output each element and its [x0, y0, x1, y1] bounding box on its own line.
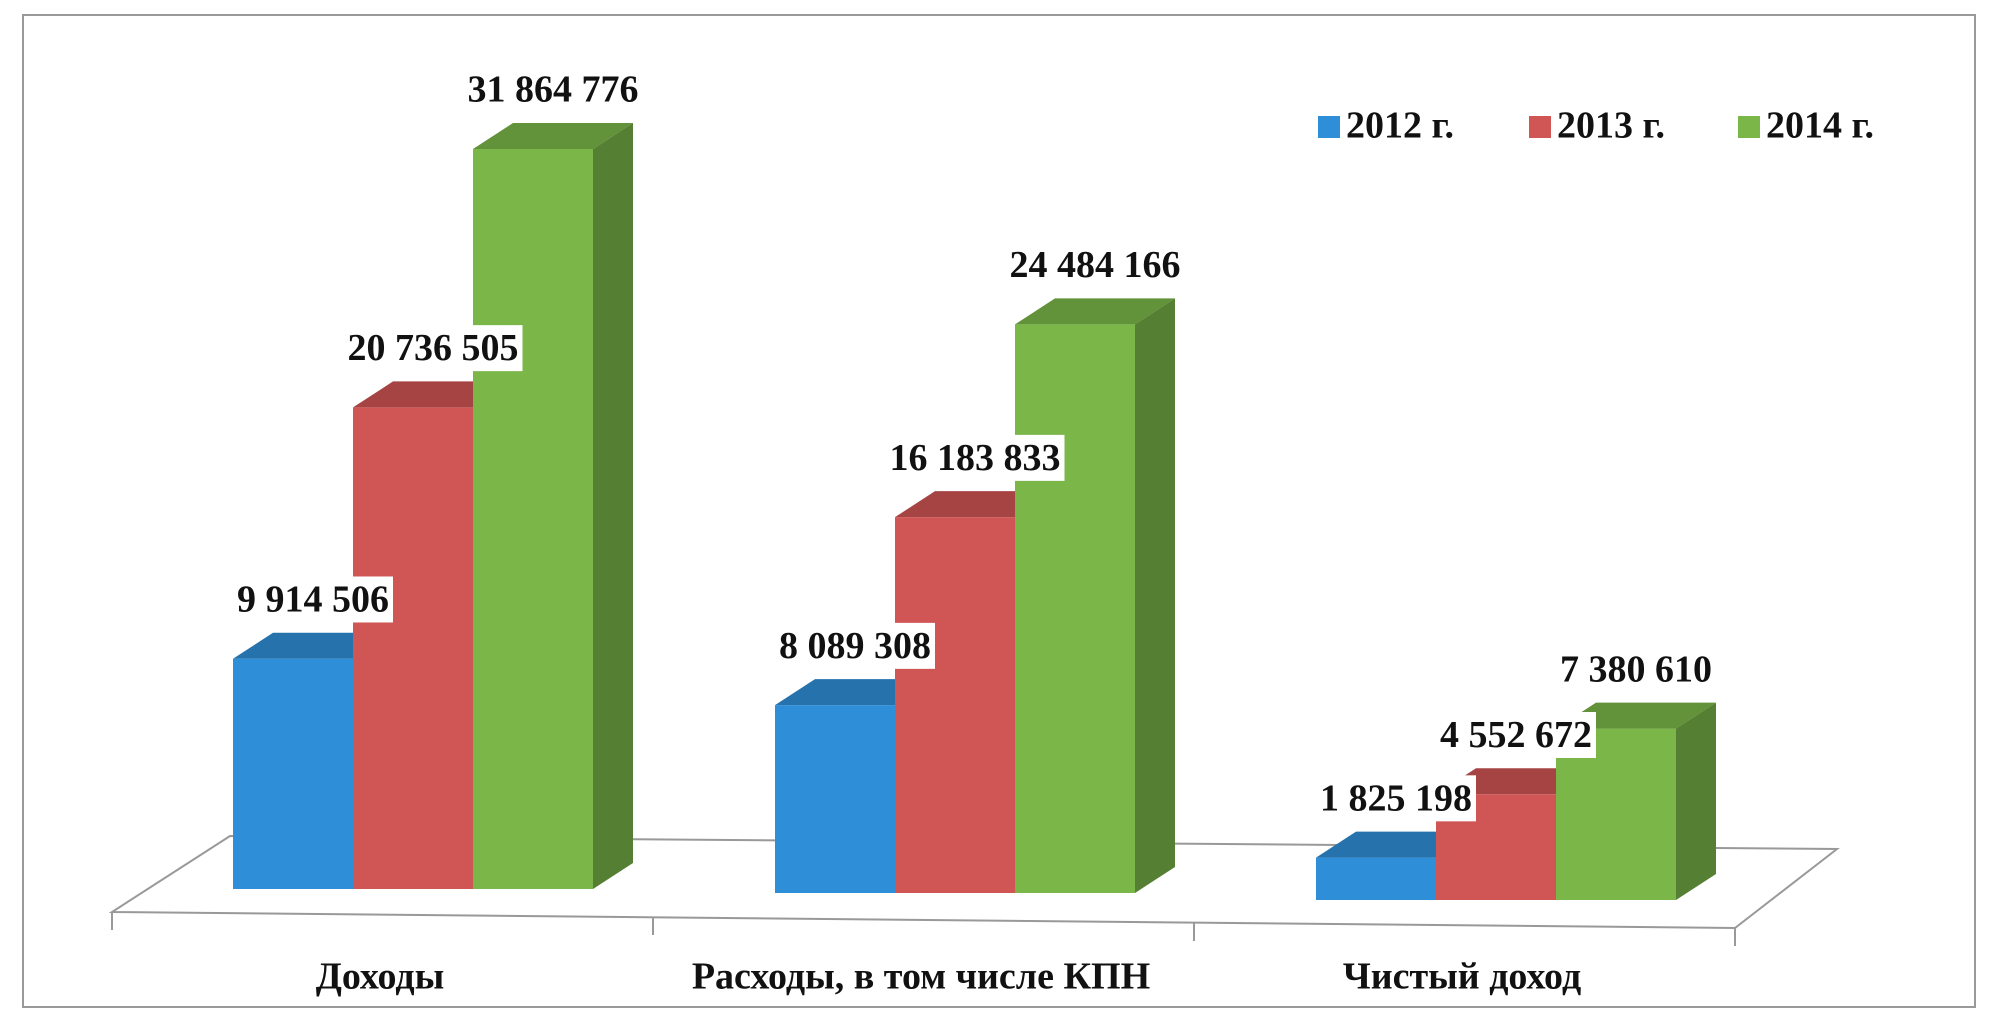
data-label: 4 552 672 [1440, 714, 1592, 756]
data-label-bg [885, 434, 1065, 481]
data-label-bg [1436, 711, 1596, 758]
bar-front [1015, 324, 1135, 894]
data-label-bg [233, 576, 393, 623]
legend-swatch [1318, 116, 1340, 138]
legend-swatch [1738, 116, 1760, 138]
bar-top [473, 123, 633, 149]
x-tick-label: Чистый доход [1343, 956, 1581, 998]
data-label: 8 089 308 [779, 625, 931, 667]
data-label: 9 914 506 [237, 578, 389, 620]
bar [1015, 298, 1175, 894]
data-label: 1 825 198 [1320, 777, 1472, 819]
data-label-bg [1556, 646, 1716, 693]
legend-label: 2012 г. [1346, 105, 1454, 147]
bar [1556, 702, 1716, 900]
bar-side [1135, 298, 1175, 894]
x-tick-label: Расходы, в том числе КПН [692, 956, 1150, 998]
legend-swatch [1529, 116, 1551, 138]
data-label: 7 380 610 [1560, 648, 1712, 690]
bar-front [1316, 857, 1436, 900]
data-label-bg [463, 66, 643, 113]
x-tick-label: Доходы [316, 956, 445, 998]
data-label: 31 864 776 [468, 69, 639, 111]
data-label: 16 183 833 [890, 437, 1061, 479]
bar [473, 123, 633, 889]
data-label: 20 736 505 [348, 327, 519, 369]
data-label-bg [1316, 775, 1476, 822]
data-label: 24 484 166 [1010, 244, 1181, 286]
bar-front [775, 705, 895, 893]
bar-top [1015, 298, 1175, 325]
bar-front [473, 149, 593, 889]
bar-front [233, 658, 353, 889]
bar-side [593, 123, 633, 889]
bar-front [353, 407, 473, 889]
legend-label: 2014 г. [1766, 105, 1874, 147]
bar-front [895, 517, 1015, 893]
data-label-bg [1005, 242, 1185, 289]
bar-side [1676, 702, 1716, 900]
legend-label: 2013 г. [1557, 105, 1665, 147]
chart-border [22, 14, 1976, 1008]
data-label-bg [775, 622, 935, 669]
data-label-bg [343, 325, 523, 372]
